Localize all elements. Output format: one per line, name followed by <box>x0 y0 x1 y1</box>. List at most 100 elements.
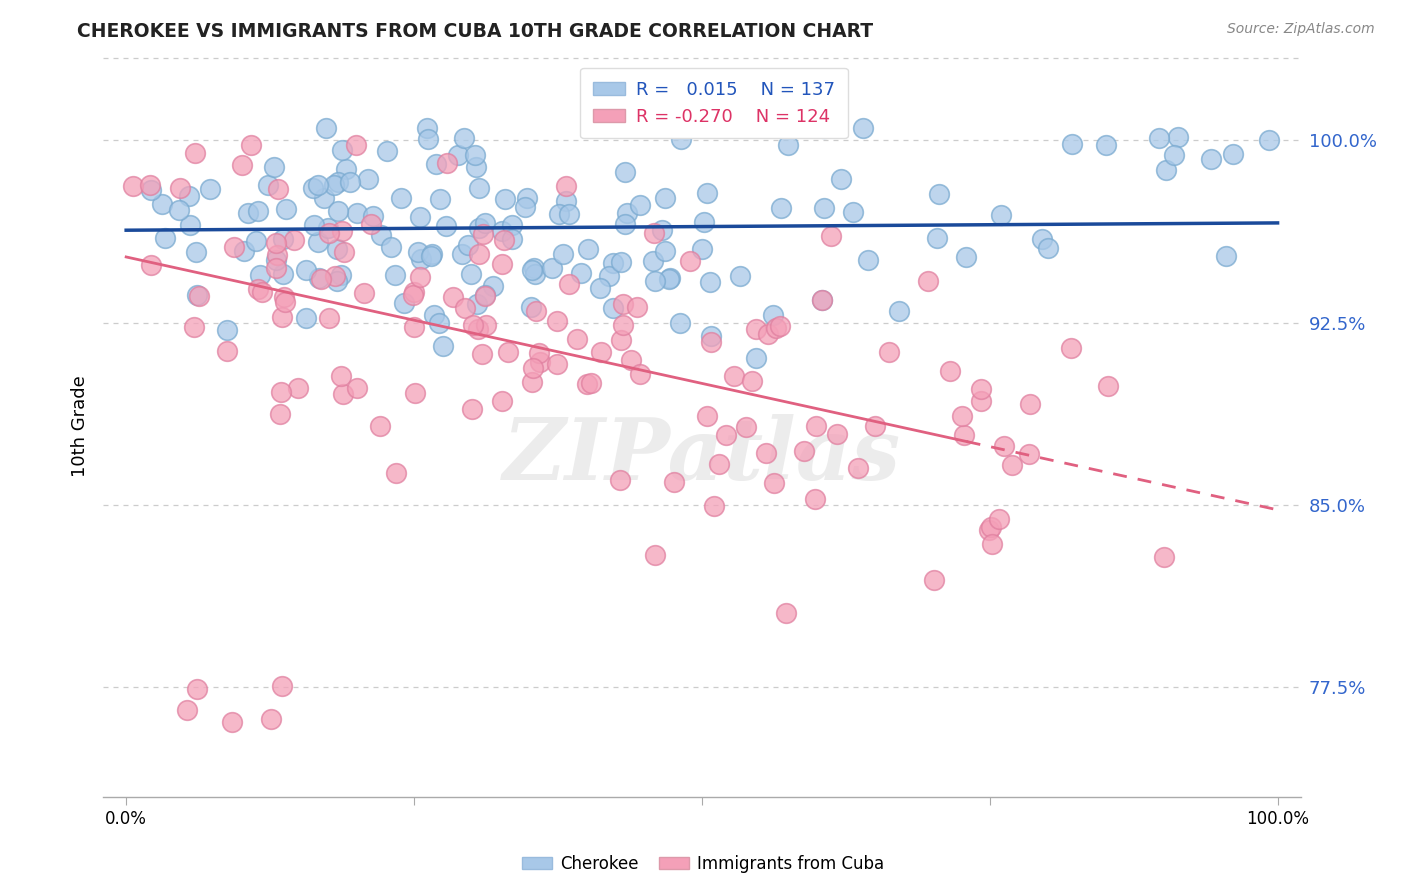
Legend: R =   0.015    N = 137, R = -0.270    N = 124: R = 0.015 N = 137, R = -0.270 N = 124 <box>581 68 848 138</box>
Point <box>326 243 349 257</box>
Point <box>643 227 665 241</box>
Point <box>467 221 489 235</box>
Point <box>1167 129 1189 144</box>
Point <box>863 418 886 433</box>
Point <box>409 269 432 284</box>
Point <box>658 272 681 286</box>
Point <box>264 253 287 268</box>
Point <box>184 244 207 259</box>
Point <box>325 274 347 288</box>
Point <box>308 270 330 285</box>
Point <box>981 537 1004 551</box>
Point <box>1153 549 1175 564</box>
Point <box>626 300 648 314</box>
Point <box>846 460 869 475</box>
Point <box>827 426 849 441</box>
Point <box>491 394 513 409</box>
Point <box>589 280 612 294</box>
Point <box>215 323 238 337</box>
Point <box>579 376 602 390</box>
Point <box>454 301 477 315</box>
Point <box>644 274 666 288</box>
Point <box>529 355 551 369</box>
Point <box>270 679 292 693</box>
Point <box>927 231 949 245</box>
Point <box>494 192 516 206</box>
Point <box>441 290 464 304</box>
Point <box>830 171 852 186</box>
Point <box>804 419 827 434</box>
Point <box>741 374 763 388</box>
Text: ZIPatlas: ZIPatlas <box>503 414 901 498</box>
Point <box>329 369 352 384</box>
Point <box>1031 232 1053 246</box>
Point <box>472 227 495 241</box>
Point <box>179 218 201 232</box>
Point <box>609 473 631 487</box>
Point <box>250 285 273 299</box>
Point <box>405 385 427 400</box>
Point <box>1215 248 1237 262</box>
Point <box>641 254 664 268</box>
Point <box>318 226 340 240</box>
Point <box>460 267 482 281</box>
Point <box>679 254 702 268</box>
Point <box>420 247 443 261</box>
Point <box>457 238 479 252</box>
Point <box>239 138 262 153</box>
Point <box>232 244 254 259</box>
Point <box>167 202 190 217</box>
Point <box>301 181 323 195</box>
Point <box>186 287 208 301</box>
Point <box>179 188 201 202</box>
Point <box>461 401 484 416</box>
Point <box>333 244 356 259</box>
Point <box>955 250 977 264</box>
Point <box>274 202 297 217</box>
Point <box>813 121 835 136</box>
Point <box>425 157 447 171</box>
Point <box>765 321 787 335</box>
Point <box>429 193 451 207</box>
Point <box>474 287 496 301</box>
Point <box>575 376 598 391</box>
Point <box>287 381 309 395</box>
Point <box>315 121 337 136</box>
Point <box>231 158 253 172</box>
Point <box>763 475 786 490</box>
Point <box>576 242 599 256</box>
Point <box>467 321 489 335</box>
Point <box>714 428 737 442</box>
Point <box>198 182 221 196</box>
Point <box>491 257 513 271</box>
Point <box>540 261 562 276</box>
Point <box>332 143 354 157</box>
Point <box>856 253 879 268</box>
Point <box>551 246 574 260</box>
Point <box>1154 162 1177 177</box>
Point <box>468 247 491 261</box>
Point <box>1018 447 1040 461</box>
Point <box>121 178 143 193</box>
Point <box>273 291 295 305</box>
Point <box>703 499 725 513</box>
Point <box>654 244 676 259</box>
Point <box>221 714 243 729</box>
Point <box>527 345 550 359</box>
Point <box>464 148 486 162</box>
Point <box>745 351 768 366</box>
Point <box>546 357 568 371</box>
Point <box>447 148 470 162</box>
Point <box>813 202 835 216</box>
Point <box>762 309 785 323</box>
Point <box>249 268 271 282</box>
Point <box>409 252 432 267</box>
Text: CHEROKEE VS IMMIGRANTS FROM CUBA 10TH GRADE CORRELATION CHART: CHEROKEE VS IMMIGRANTS FROM CUBA 10TH GR… <box>77 22 873 41</box>
Point <box>979 523 1001 537</box>
Point <box>406 244 429 259</box>
Point <box>1097 379 1119 393</box>
Point <box>723 368 745 383</box>
Point <box>318 221 340 235</box>
Point <box>269 407 291 421</box>
Legend: Cherokee, Immigrants from Cuba: Cherokee, Immigrants from Cuba <box>515 848 891 880</box>
